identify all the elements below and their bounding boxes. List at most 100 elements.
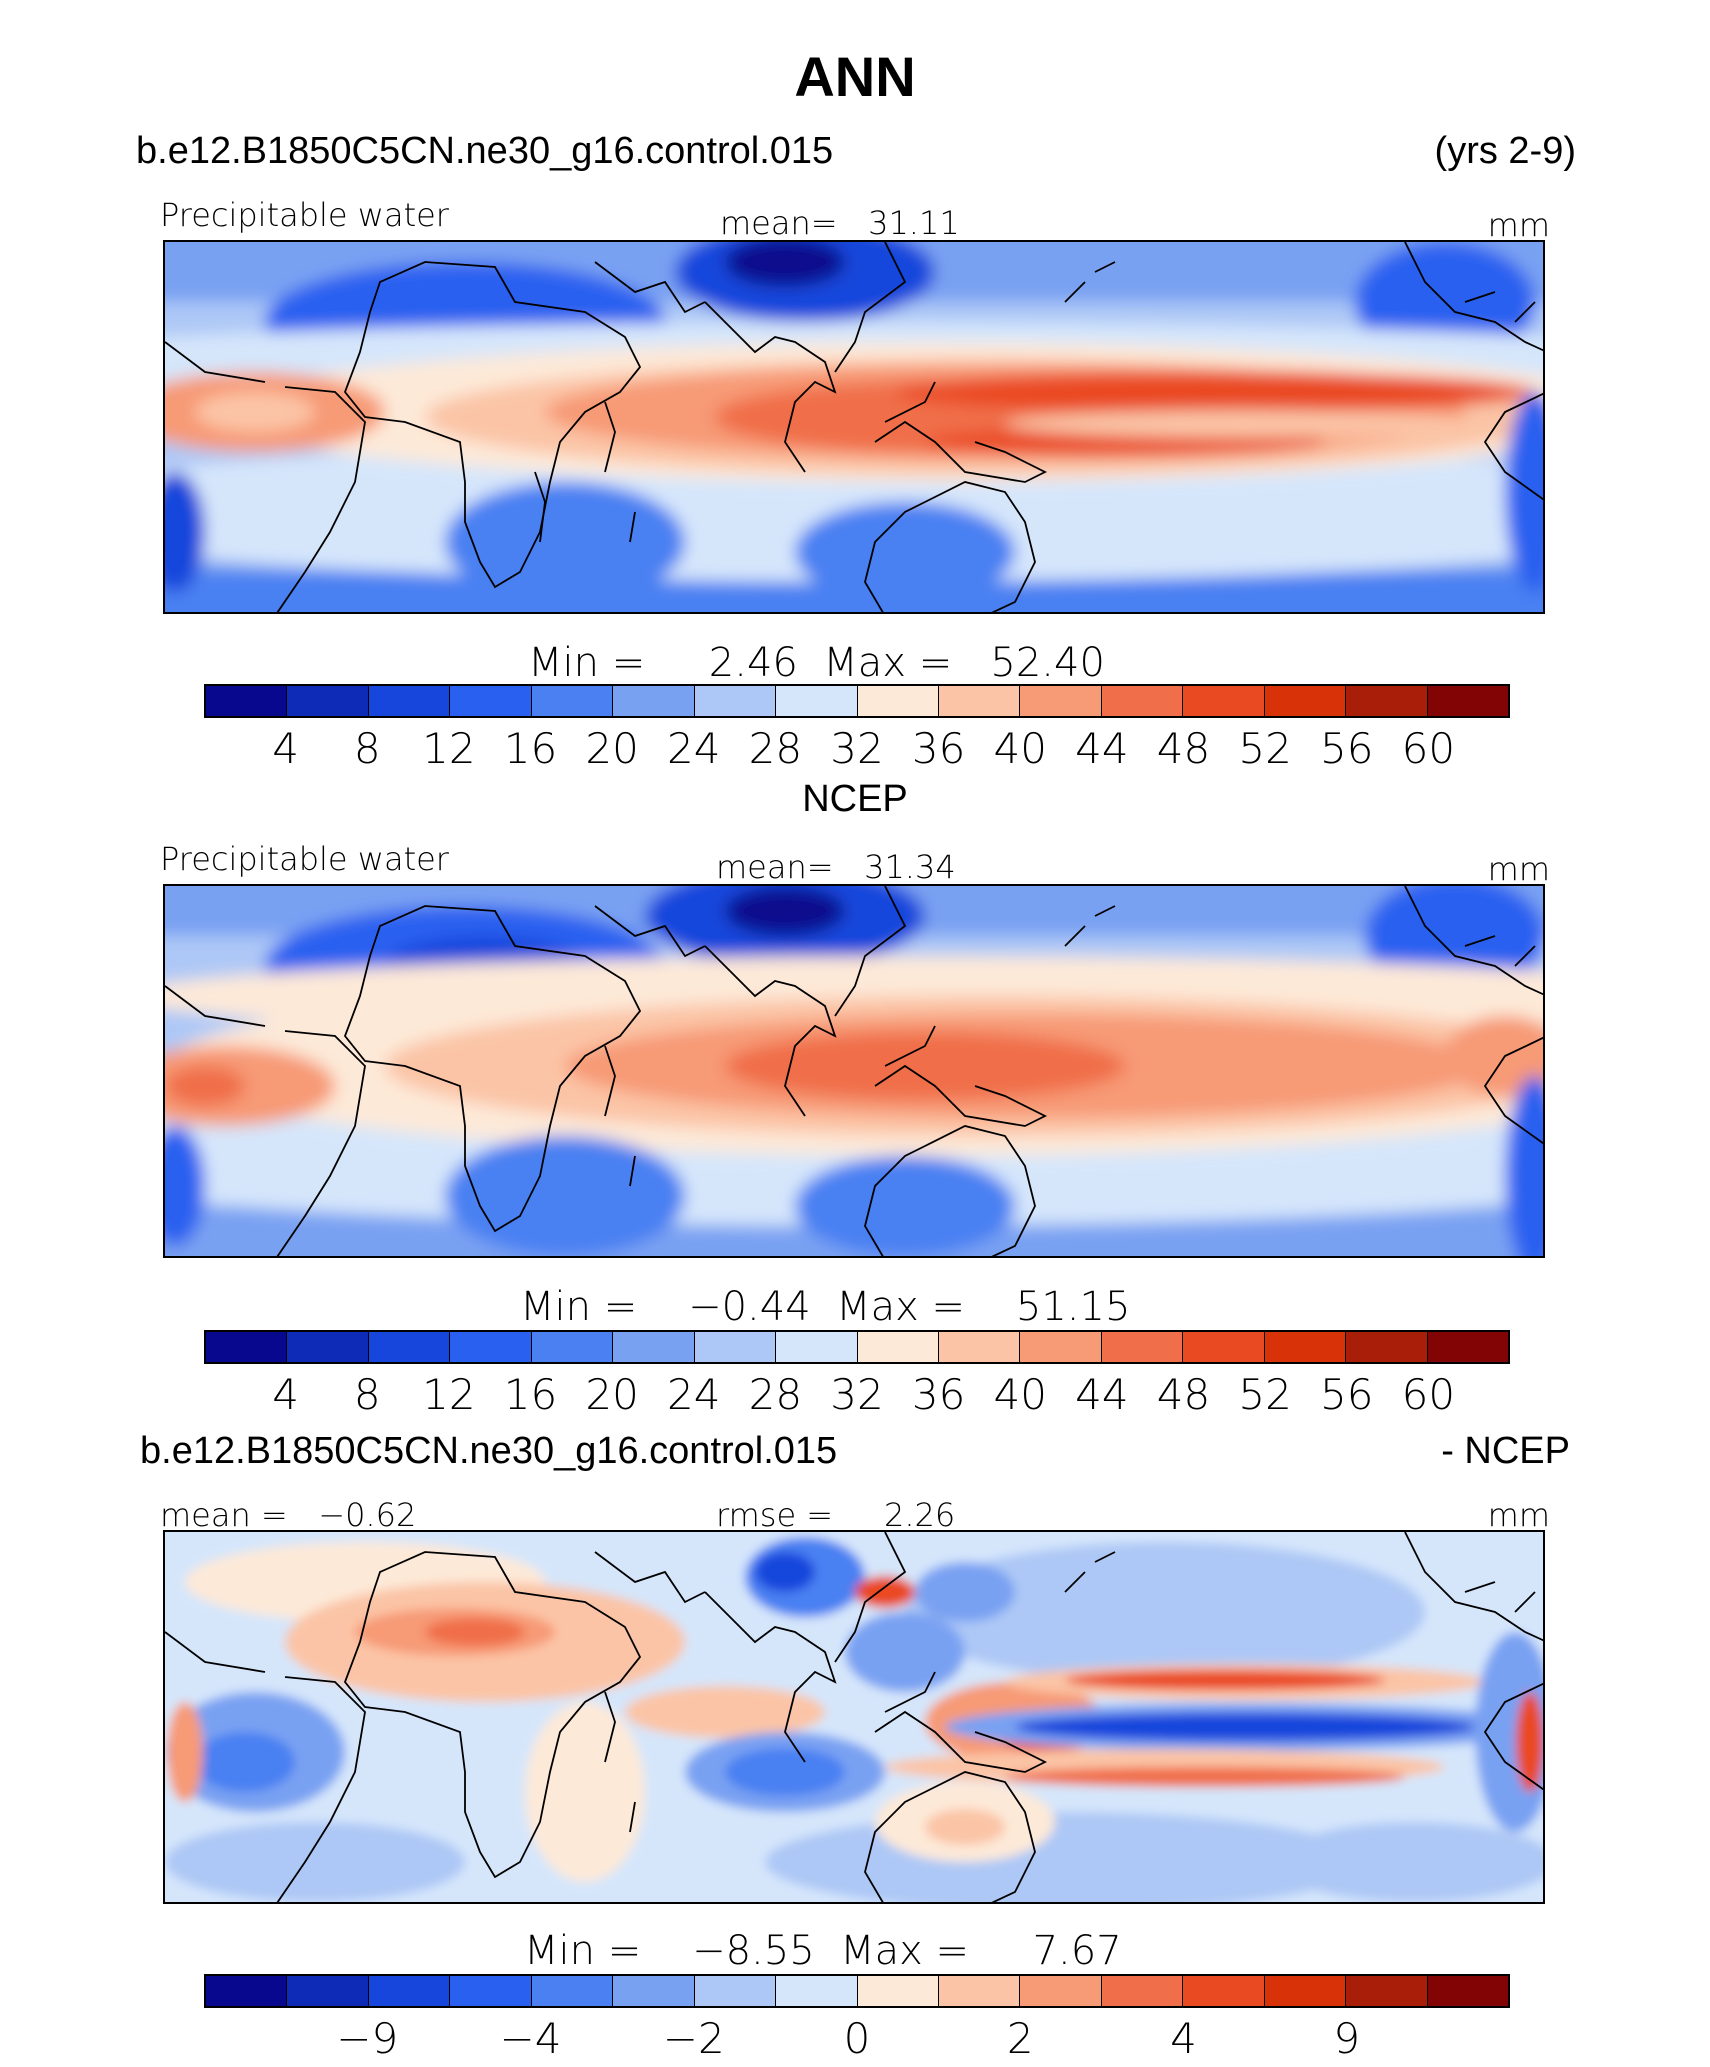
colorbar-tick-label: 52 (1238, 724, 1292, 773)
case-name: b.e12.B1850C5CN.ne30_g16.control.015 (140, 1430, 838, 1472)
min-value: −8.55 (692, 1928, 815, 1974)
case-name: b.e12.B1850C5CN.ne30_g16.control.015 (136, 130, 834, 172)
figure-title: ANN (794, 45, 916, 108)
rmse-label: rmse = (716, 1496, 834, 1534)
colorbar-tick-label: −2 (662, 2014, 725, 2063)
colorbar-tick-label: 20 (585, 724, 639, 773)
colorbar-tick-label: 60 (1401, 1370, 1456, 1419)
max-value: 7.67 (1032, 1928, 1122, 1974)
ncep-precipitable-water-map (163, 884, 1545, 1258)
colorbar-swatch (694, 1332, 777, 1362)
colorbar-swatch (206, 686, 288, 716)
colorbar-swatch (1346, 686, 1428, 716)
colorbar-tick-label: 4 (1170, 2014, 1197, 2063)
colorbar-swatch (1427, 686, 1508, 716)
colorbar-swatch (857, 1976, 939, 2006)
colorbar (204, 684, 1510, 718)
colorbar-tick-label: 32 (830, 724, 884, 773)
colorbar-swatch (287, 1976, 369, 2006)
panel-subtitle: NCEP (802, 778, 908, 820)
colorbar-swatch (938, 1976, 1021, 2006)
colorbar-tick-label: 40 (993, 1370, 1047, 1419)
colorbar-tick-label: 48 (1156, 724, 1211, 773)
colorbar-tick-label: 56 (1320, 1370, 1374, 1419)
rmse-stat: rmse = 2.26 (716, 1496, 955, 1534)
colorbar-tick-label: 36 (911, 724, 966, 773)
colorbar-tick-label: 40 (993, 724, 1047, 773)
colorbar-swatch (1101, 686, 1184, 716)
colorbar-swatch (1427, 1976, 1508, 2006)
min-max-stat: Min = −8.55 Max = 7.67 (524, 1928, 1122, 1974)
colorbar-swatch (368, 686, 451, 716)
colorbar-swatch (287, 686, 369, 716)
mean-value: −0.62 (318, 1496, 417, 1534)
colorbar-tick-label: 12 (422, 1370, 476, 1419)
colorbar-tick-label: 4 (272, 724, 299, 773)
colorbar-tick-label: −9 (336, 2014, 399, 2063)
colorbar-swatch (857, 686, 939, 716)
colorbar-tick-label: 32 (830, 1370, 884, 1419)
max-label: Max = (836, 1284, 966, 1330)
difference-label: - NCEP (1441, 1430, 1570, 1472)
max-label: Max = (840, 1928, 970, 1974)
colorbar-swatch (1183, 1332, 1265, 1362)
colorbar-swatch (1264, 1976, 1347, 2006)
colorbar-tick-label: 8 (353, 1370, 381, 1419)
colorbar-tick-label: 16 (503, 1370, 558, 1419)
mean-value: 31.34 (864, 848, 956, 886)
colorbar-tick-label: 28 (748, 724, 803, 773)
colorbar-swatch (1101, 1976, 1184, 2006)
colorbar-tick-label: 60 (1401, 724, 1456, 773)
colorbar-swatch (1020, 1976, 1102, 2006)
colorbar (204, 1330, 1510, 1364)
colorbar-tick-label: 20 (585, 1370, 639, 1419)
colorbar-tick-label: 8 (353, 724, 381, 773)
colorbar-swatch (531, 686, 614, 716)
colorbar-swatch (776, 1332, 858, 1362)
colorbar-swatch (450, 1976, 532, 2006)
colorbar-swatch (776, 686, 858, 716)
colorbar-tick-label: −4 (499, 2014, 562, 2063)
colorbar-swatch (1346, 1976, 1428, 2006)
min-label: Min = (524, 1928, 642, 1974)
min-label: Min = (520, 1284, 638, 1330)
max-value: 51.15 (1015, 1284, 1131, 1330)
colorbar-swatch (1101, 1332, 1184, 1362)
colorbar-swatch (1346, 1332, 1428, 1362)
colorbar-swatch (694, 686, 777, 716)
colorbar-swatch (531, 1332, 614, 1362)
colorbar-swatch (1183, 1976, 1265, 2006)
years-label: (yrs 2-9) (1434, 130, 1576, 172)
colorbar-tick-label: 24 (667, 1370, 721, 1419)
colorbar-swatch (206, 1976, 288, 2006)
colorbar-swatch (206, 1332, 288, 1362)
variable-label: Precipitable water (160, 840, 449, 878)
colorbar-tick-label: 36 (911, 1370, 966, 1419)
max-value: 52.40 (990, 640, 1105, 686)
colorbar-swatch (613, 686, 695, 716)
variable-label: Precipitable water (160, 196, 449, 234)
colorbar-swatch (1264, 686, 1347, 716)
mean-label: mean = (160, 1496, 288, 1534)
colorbar-swatch (1183, 686, 1265, 716)
colorbar (204, 1974, 1510, 2008)
colorbar-tick-label: 16 (503, 724, 558, 773)
colorbar-tick-label: 9 (1333, 2014, 1361, 2063)
min-value: −0.44 (688, 1284, 811, 1330)
mean-stat: mean = −0.62 (160, 1496, 416, 1534)
mean-value: 31.11 (868, 204, 960, 242)
colorbar-swatch (1264, 1332, 1347, 1362)
colorbar-tick-label: 24 (667, 724, 721, 773)
colorbar-swatch (857, 1332, 939, 1362)
mean-label: mean= (720, 204, 838, 242)
colorbar-swatch (613, 1976, 695, 2006)
colorbar-tick-label: 52 (1238, 1370, 1292, 1419)
min-max-stat: Min = 2.46 Max = 52.40 (528, 640, 1105, 686)
colorbar-tick-label: 56 (1320, 724, 1374, 773)
units-label: mm (1487, 850, 1550, 888)
colorbar-swatch (1427, 1332, 1508, 1362)
mean-stat: mean= 31.11 (720, 204, 960, 242)
colorbar-tick-label: 44 (1075, 724, 1129, 773)
colorbar-swatch (531, 1976, 614, 2006)
colorbar-ticks: 4 8 12 16 20 24 28 32 36 40 44 48 52 56 60 (204, 724, 1510, 773)
